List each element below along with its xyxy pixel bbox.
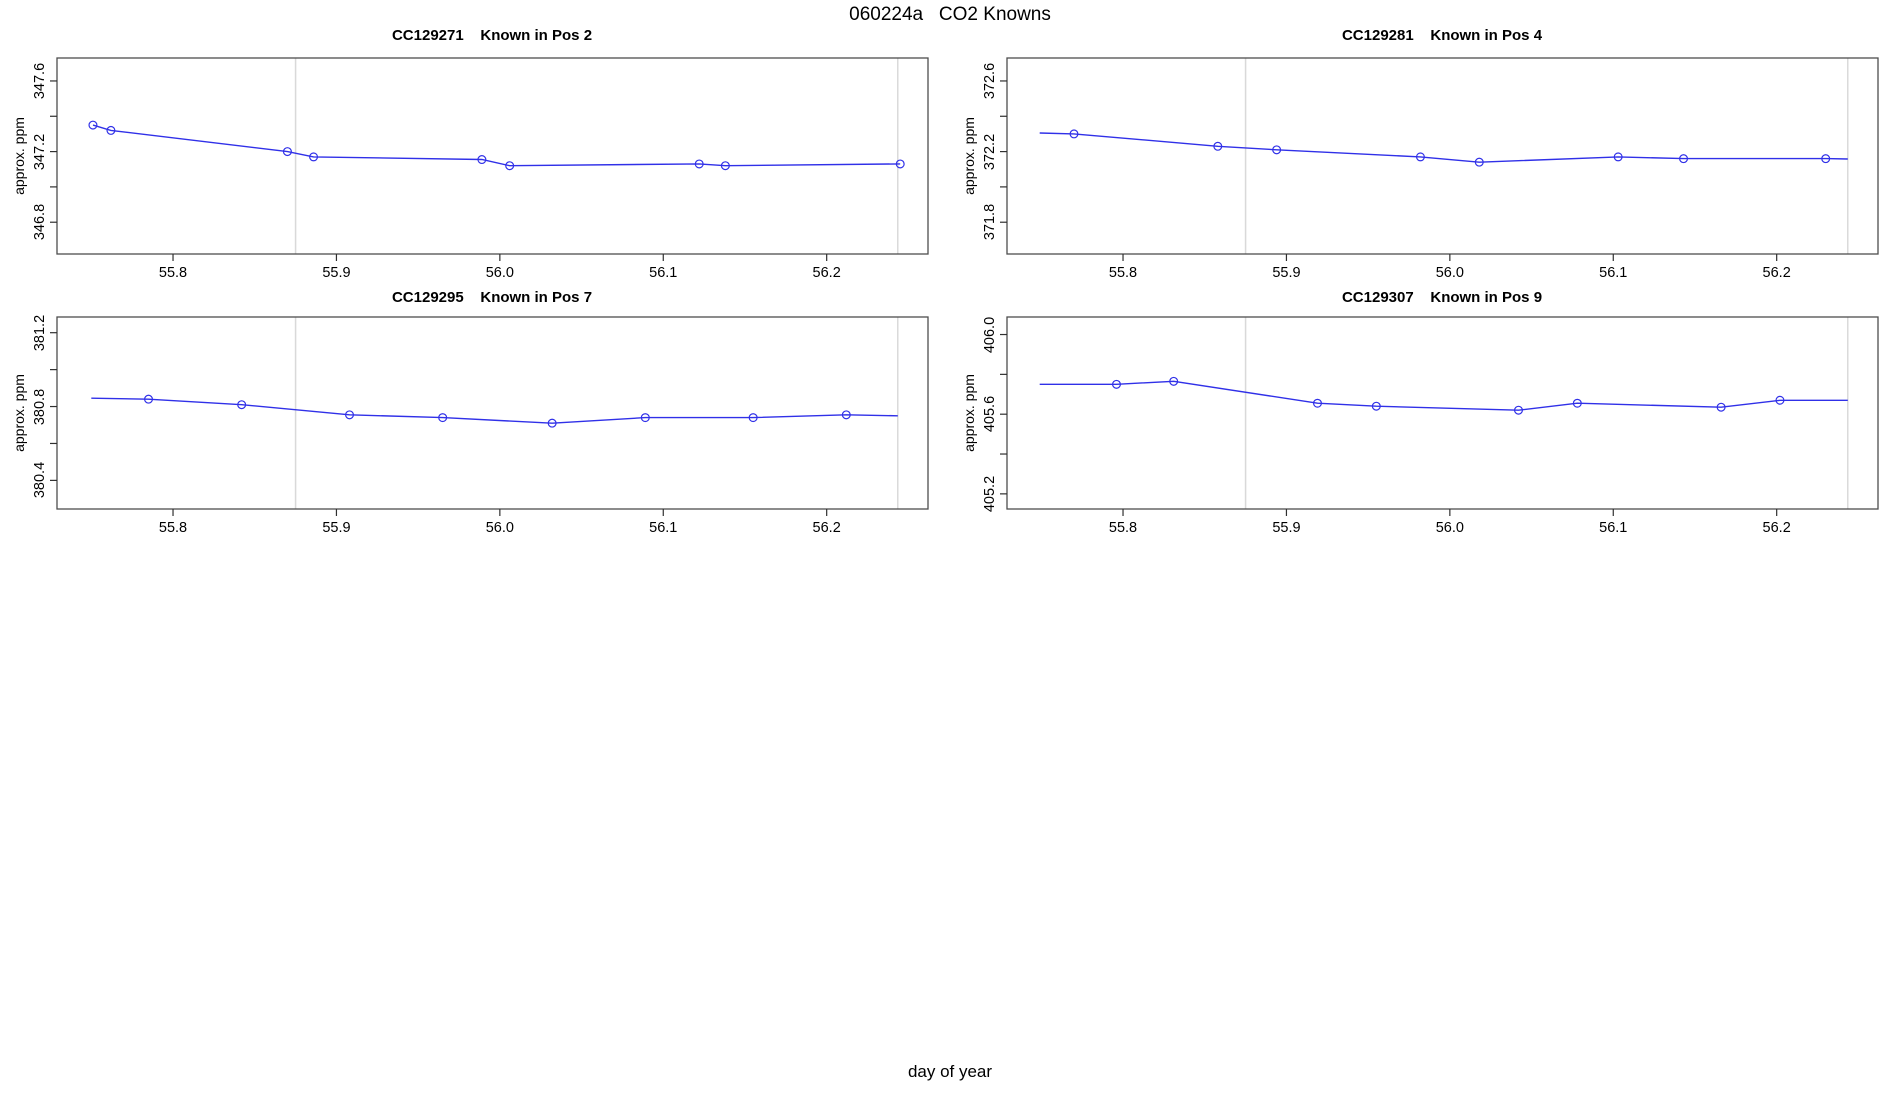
data-point-marker [88, 120, 98, 130]
plot-border [1006, 316, 1879, 510]
data-point-marker [1679, 154, 1689, 164]
data-point-marker [1775, 395, 1785, 405]
data-point-marker [438, 413, 448, 423]
x-tick-label: 56.1 [649, 520, 678, 536]
chart-title-pos2: CC129271 Known in Pos 2 [391, 27, 593, 44]
data-line [91, 397, 898, 424]
x-tick-label: 55.8 [158, 265, 188, 281]
data-point-marker [1415, 152, 1425, 162]
data-point-marker [1169, 376, 1179, 386]
data-point-marker [106, 125, 116, 135]
data-point-marker [895, 159, 905, 169]
x-tick-label: 55.9 [322, 520, 351, 536]
data-point-marker [1513, 405, 1523, 415]
x-tick-label: 56.0 [485, 265, 514, 281]
data-point-marker [505, 161, 515, 171]
chart-title-pos7: CC129295 Known in Pos 7 [391, 289, 593, 306]
data-point-marker [720, 161, 730, 171]
data-point-marker [1371, 401, 1381, 411]
y-tick-label: 346.8 [32, 204, 48, 241]
data-point-marker [1069, 129, 1079, 139]
chart-pos7-plot [50, 316, 929, 516]
y-tick-label: 347.2 [32, 133, 48, 170]
x-tick-label: 56.0 [485, 520, 514, 536]
x-tick-label: 56.0 [1435, 265, 1464, 281]
chart-pos9-plot [1000, 316, 1879, 516]
data-point-marker [841, 410, 851, 420]
y-tick-label: 347.6 [32, 62, 48, 100]
x-tick-label: 55.9 [1272, 520, 1301, 536]
data-point-marker [1213, 141, 1223, 151]
data-point-marker [1312, 398, 1322, 408]
x-tick-label: 56.1 [649, 265, 678, 281]
data-point-marker [1111, 379, 1121, 389]
data-point-marker [282, 147, 292, 157]
x-tick-label: 56.1 [1599, 265, 1628, 281]
x-tick-label: 56.2 [1762, 520, 1791, 536]
data-point-marker [237, 400, 247, 410]
chart-title-pos9: CC129307 Known in Pos 9 [1341, 289, 1543, 306]
y-tick-label: 381.2 [32, 314, 48, 351]
chart-title-pos4: CC129281 Known in Pos 4 [1341, 27, 1543, 44]
page-title: 060224a CO2 Knowns [849, 4, 1051, 25]
data-point-marker [1572, 398, 1582, 408]
data-line [92, 124, 901, 167]
data-point-marker [640, 413, 650, 423]
y-tick-label: 380.8 [32, 388, 48, 425]
data-line [1039, 380, 1848, 411]
x-tick-label: 56.2 [812, 520, 841, 536]
data-point-marker [1716, 402, 1726, 412]
data-point-marker [547, 418, 557, 428]
data-point-marker [1474, 157, 1484, 167]
x-tick-label: 56.2 [812, 265, 841, 281]
data-point-marker [309, 152, 319, 162]
data-point-marker [1272, 145, 1282, 155]
x-tick-label: 55.9 [1272, 265, 1301, 281]
data-point-marker [477, 155, 487, 165]
data-line [1039, 132, 1848, 163]
data-point-marker [748, 413, 758, 423]
x-axis-title: day of year [907, 1062, 993, 1081]
x-tick-label: 56.0 [1435, 520, 1464, 536]
y-tick-label: 405.2 [982, 475, 998, 513]
x-tick-label: 55.8 [158, 520, 188, 536]
plot-border [56, 57, 929, 255]
y-tick-label: 406.0 [982, 316, 998, 353]
y-tick-label: 372.6 [982, 62, 998, 100]
x-tick-label: 55.9 [322, 265, 351, 281]
x-tick-label: 55.8 [1108, 265, 1138, 281]
chart-pos4-plot [1000, 57, 1879, 261]
y-tick-label: 371.8 [982, 204, 998, 241]
x-tick-label: 56.1 [1599, 520, 1628, 536]
plot-border [1006, 57, 1879, 255]
plot-border [56, 316, 929, 510]
data-point-marker [1821, 154, 1831, 164]
data-point-marker [694, 159, 704, 169]
y-tick-label: 405.6 [982, 396, 998, 433]
data-point-marker [144, 394, 154, 404]
y-tick-label: 380.4 [32, 462, 48, 499]
x-tick-label: 56.2 [1762, 265, 1791, 281]
y-tick-label: 372.2 [982, 133, 998, 170]
data-point-marker [345, 410, 355, 420]
x-tick-label: 55.8 [1108, 520, 1138, 536]
data-point-marker [1613, 152, 1623, 162]
chart-pos2-plot [50, 57, 929, 261]
